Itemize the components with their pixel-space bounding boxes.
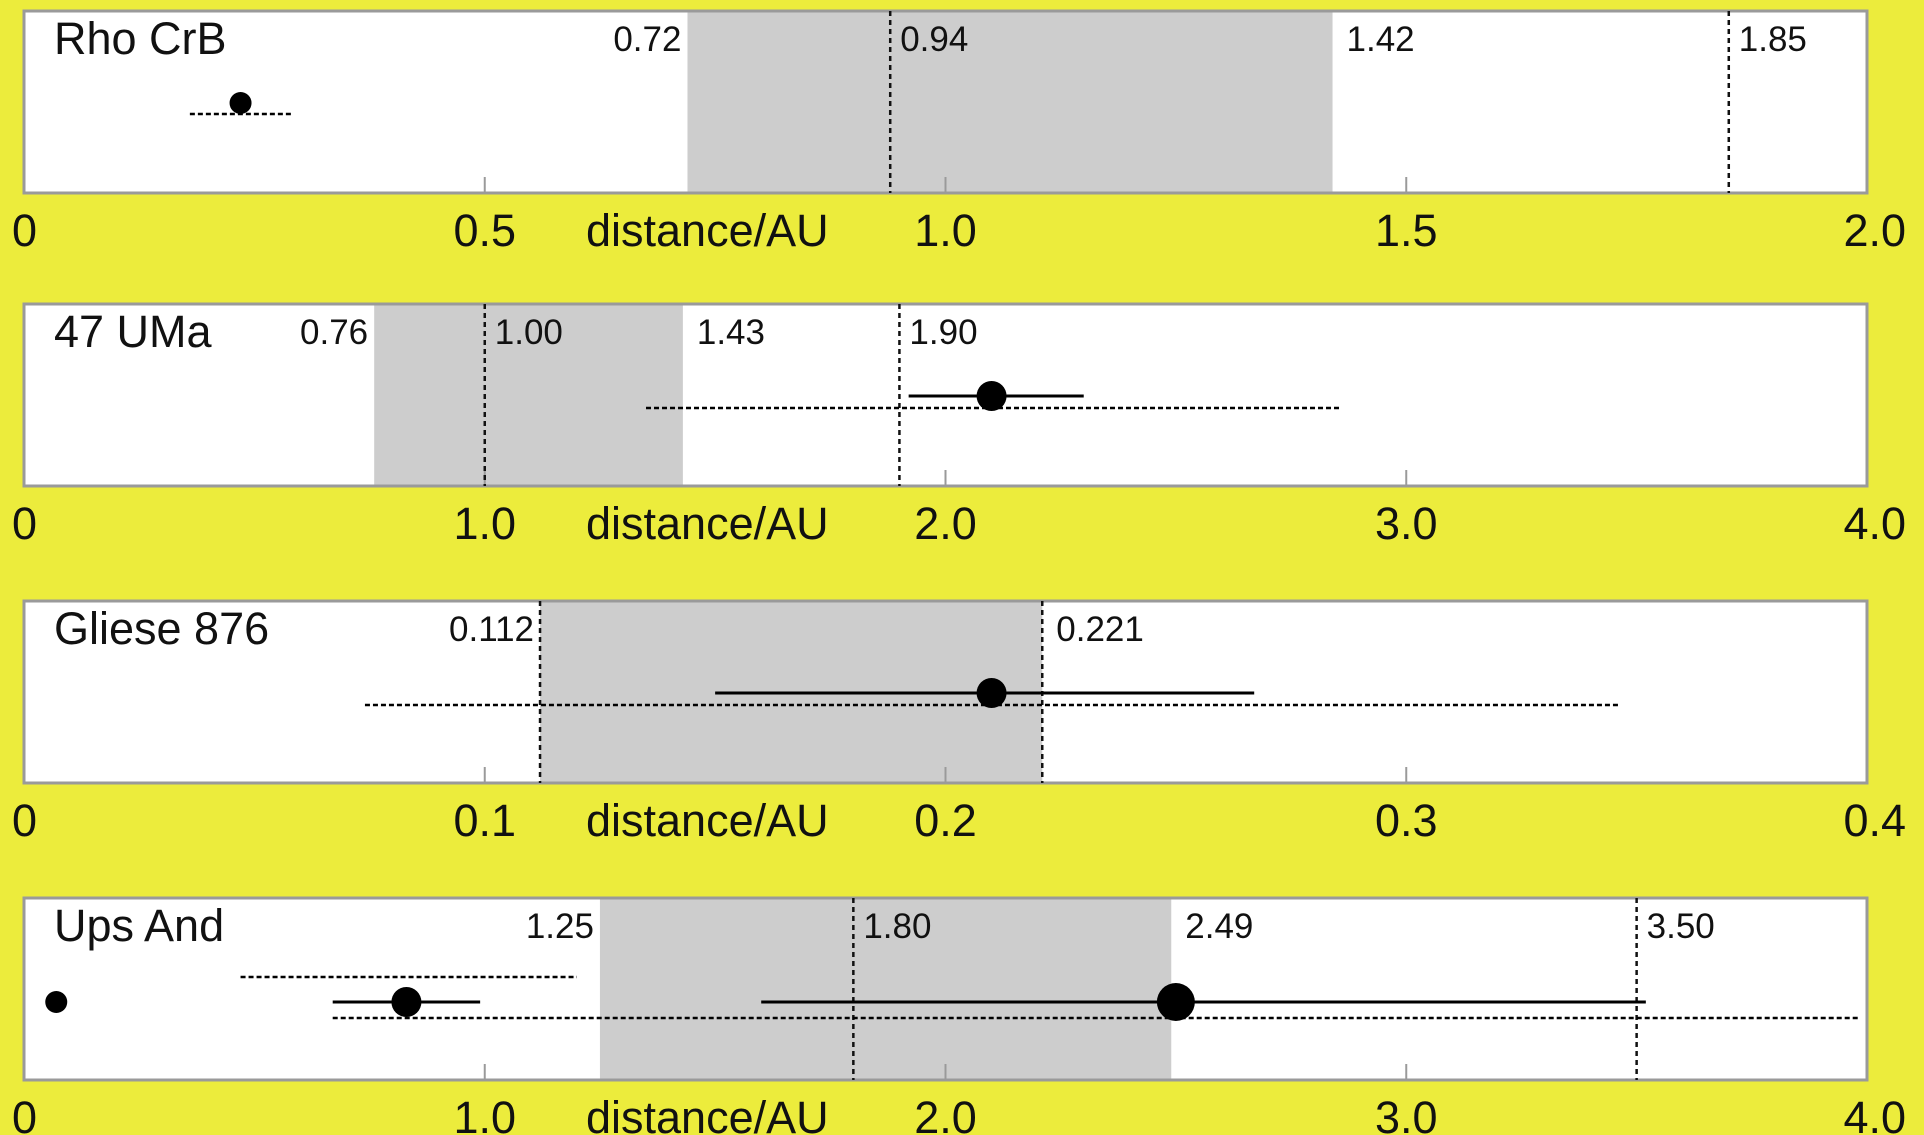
- panel-0: 0.94 1.85 0.72 1.42 Rho CrB 0 0.5 1.0 1.5 2.0 dist…: [12, 9, 1906, 256]
- panel-title: 47 UMa: [54, 306, 213, 357]
- planet-point: [45, 991, 68, 1013]
- zone-inner-label: 0.72: [613, 20, 681, 59]
- x-tick-label: 2.0: [1843, 205, 1906, 256]
- x-tick-label: 0.5: [453, 205, 516, 256]
- x-tick-label: 1.0: [453, 1092, 516, 1135]
- x-axis-label: distance/AU: [586, 498, 829, 549]
- x-tick-label: 2.0: [914, 1092, 977, 1135]
- panels: 0.94 1.85 0.72 1.42 Rho CrB 0 0.5 1.0 1.5 2.0 dist…: [12, 9, 1906, 1135]
- habitable-zone-band: [599, 899, 1172, 1079]
- x-axis-label: distance/AU: [586, 795, 829, 846]
- zone-inner-label: 0.112: [449, 610, 534, 649]
- x-tick-label: 4.0: [1843, 1092, 1906, 1135]
- reference-line-label: 1.00: [495, 313, 563, 352]
- x-tick-label: 4.0: [1843, 498, 1906, 549]
- panel-3: 1.80 3.50 1.25 2.49 Ups And 0 1.0 2.0 3.0 4.0 dist…: [12, 896, 1906, 1135]
- x-tick-label: 0: [12, 205, 37, 256]
- x-tick-label: 0: [12, 498, 37, 549]
- planet-point: [391, 987, 422, 1017]
- panel-2: 0.112 0.221 Gliese 876 0 0.1 0.2 0.3 0.4 distanc…: [12, 599, 1906, 846]
- planet-point: [229, 92, 252, 114]
- x-tick-label: 0.3: [1375, 795, 1438, 846]
- habitable-zone-band: [687, 12, 1333, 192]
- reference-line-label: 1.85: [1739, 20, 1807, 59]
- x-tick-label: 3.0: [1375, 498, 1438, 549]
- reference-line-label: 0.94: [900, 20, 968, 59]
- x-tick-label: 0: [12, 1092, 37, 1135]
- panel-title: Rho CrB: [54, 13, 227, 64]
- reference-line-label: 3.50: [1647, 907, 1715, 946]
- x-axis-label: distance/AU: [586, 1092, 829, 1135]
- x-tick-label: 0.4: [1843, 795, 1906, 846]
- x-tick-label: 1.0: [453, 498, 516, 549]
- zone-outer-label: 1.42: [1347, 20, 1415, 59]
- x-tick-label: 0: [12, 795, 37, 846]
- zone-inner-label: 1.25: [526, 907, 594, 946]
- x-tick-label: 2.0: [914, 498, 977, 549]
- zone-outer-label: 2.49: [1185, 907, 1253, 946]
- planet-point: [976, 678, 1007, 708]
- planet-point: [976, 381, 1007, 411]
- x-tick-label: 0.1: [453, 795, 516, 846]
- x-tick-label: 0.2: [914, 795, 977, 846]
- zone-outer-label: 0.221: [1056, 610, 1144, 649]
- habitable-zone-band: [374, 305, 683, 485]
- panel-title: Ups And: [54, 900, 224, 951]
- reference-line-label: 1.90: [909, 313, 977, 352]
- x-tick-label: 1.0: [914, 205, 977, 256]
- x-tick-label: 1.5: [1375, 205, 1438, 256]
- zone-outer-label: 1.43: [697, 313, 765, 352]
- planet-point: [1156, 983, 1195, 1021]
- panel-title: Gliese 876: [54, 603, 269, 654]
- x-axis-label: distance/AU: [586, 205, 829, 256]
- panel-1: 1.00 1.90 0.76 1.43 47 UMa 0 1.0 2.0 3.0 4.0 dista…: [12, 302, 1906, 549]
- x-tick-label: 3.0: [1375, 1092, 1438, 1135]
- zone-inner-label: 0.76: [300, 313, 368, 352]
- reference-line-label: 1.80: [863, 907, 931, 946]
